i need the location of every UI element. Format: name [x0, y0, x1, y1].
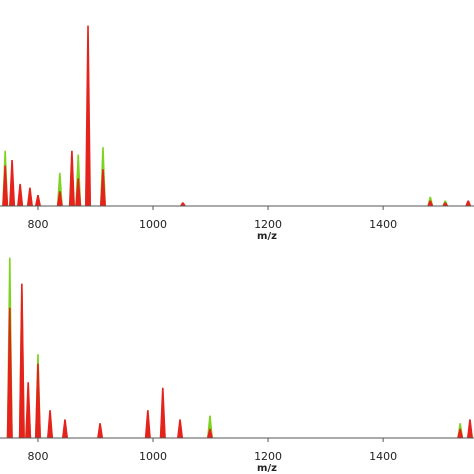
peak [62, 419, 69, 438]
x-tick-label: 1000 [139, 450, 167, 463]
x-tick-label: 1200 [254, 450, 282, 463]
x-tick-label: 1400 [369, 218, 397, 231]
peak [457, 428, 464, 438]
peak [179, 202, 186, 206]
peak [18, 283, 25, 438]
peak [34, 194, 41, 206]
x-tick-label: 800 [27, 218, 48, 231]
peak [427, 200, 434, 206]
peak [442, 202, 449, 206]
peak [97, 423, 104, 438]
peak [177, 419, 184, 438]
peak [99, 169, 106, 206]
x-axis-label: m/z [257, 231, 277, 242]
peak [159, 387, 166, 438]
peak [17, 183, 24, 206]
peak [144, 410, 151, 438]
peak [6, 307, 13, 438]
x-tick-label: 800 [27, 450, 48, 463]
peak [206, 428, 213, 438]
peak [465, 200, 472, 206]
peak [2, 165, 9, 206]
peak [85, 25, 92, 207]
peak [25, 382, 32, 438]
peak [34, 363, 41, 438]
peak [68, 150, 75, 206]
peak [466, 419, 473, 438]
peak [56, 191, 63, 206]
x-tick-label: 1400 [369, 450, 397, 463]
x-tick-label: 1000 [139, 218, 167, 231]
peak [47, 410, 54, 438]
x-axis-label: m/z [257, 463, 277, 474]
peak [75, 178, 82, 206]
peak [26, 187, 33, 206]
peak [9, 160, 16, 206]
x-tick-label: 1200 [254, 218, 282, 231]
